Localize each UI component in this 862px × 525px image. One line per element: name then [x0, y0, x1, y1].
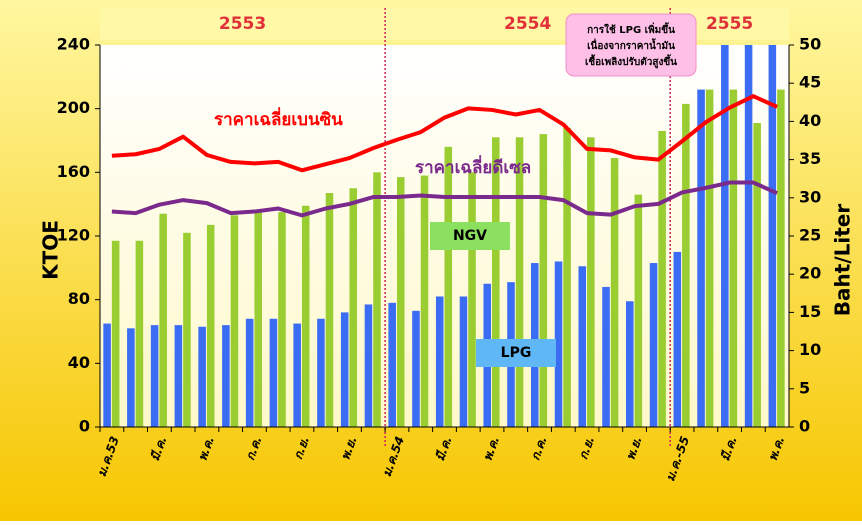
bar	[222, 325, 230, 427]
bar	[649, 263, 658, 427]
bar	[515, 137, 524, 427]
y-tick-label: 200	[57, 98, 90, 117]
y-tick-label: 240	[57, 35, 90, 54]
bar	[539, 134, 548, 427]
bar	[444, 146, 453, 427]
bar	[325, 193, 334, 427]
bar	[245, 318, 254, 427]
bar	[174, 325, 183, 427]
bar	[578, 266, 587, 427]
year-label: 2553	[219, 14, 266, 34]
bar	[563, 127, 571, 427]
y-tick-label: 120	[57, 226, 90, 245]
bar	[340, 312, 349, 427]
y2-tick-label: 15	[799, 302, 821, 321]
bar	[744, 45, 753, 427]
bar	[396, 177, 405, 427]
bar	[254, 212, 262, 427]
bar	[492, 137, 500, 427]
y-tick-label: 160	[57, 162, 90, 181]
bar	[317, 318, 325, 427]
bar	[278, 212, 286, 427]
line	[111, 180, 778, 218]
y2-tick-label: 40	[799, 111, 821, 130]
bars	[103, 45, 785, 427]
bar	[301, 205, 310, 427]
annotation-text: เชื้อเพลิงปรับตัวสูงขึ้น	[585, 54, 677, 69]
y-tick-label: 0	[79, 417, 90, 436]
bar	[206, 224, 215, 427]
y-tick-label: 80	[68, 289, 90, 308]
series-label: LPG	[501, 345, 532, 361]
y2-tick-label: 30	[799, 187, 821, 206]
bar	[412, 310, 420, 427]
bar	[587, 137, 595, 427]
y2-tick-label: 0	[799, 417, 810, 436]
bar	[697, 89, 705, 427]
bar	[673, 251, 682, 427]
bar	[705, 89, 714, 427]
bar	[135, 240, 144, 427]
bar	[127, 328, 135, 427]
y2-tick-label: 45	[799, 73, 821, 92]
bar	[721, 45, 729, 427]
bar	[753, 122, 761, 427]
bar	[658, 130, 666, 427]
bar	[159, 213, 167, 427]
bar	[626, 301, 634, 427]
series-label: ราคาเฉลี่ยดีเซล	[415, 155, 531, 178]
y-tick-label: 40	[68, 353, 90, 372]
year-label: 2554	[504, 14, 551, 34]
series-label: ราคาเฉลี่ยเบนซิน	[214, 107, 343, 130]
bar	[420, 175, 429, 427]
bar	[602, 286, 610, 427]
bar	[682, 103, 690, 427]
annotation-box	[565, 13, 697, 77]
bar	[364, 304, 373, 427]
y2-tick-label: 20	[799, 264, 821, 283]
line	[111, 94, 778, 173]
bar	[293, 323, 301, 427]
annotation-text: การใช้ LPG เพิ่มขึ้น	[587, 22, 675, 36]
y2-axis-title: Baht/Liter	[831, 204, 855, 317]
y2-tick-label: 10	[799, 340, 821, 359]
bar	[269, 318, 278, 427]
bar	[183, 232, 191, 427]
bar	[150, 325, 159, 427]
y2-tick-label: 5	[799, 378, 810, 397]
bar	[768, 45, 777, 427]
bar	[634, 194, 643, 427]
series-label-box	[430, 222, 510, 250]
y-axis-title: KTOE	[39, 220, 63, 280]
series-label: NGV	[453, 228, 487, 244]
bar	[468, 172, 476, 427]
y2-tick-label: 50	[799, 35, 821, 54]
bar	[230, 215, 239, 427]
y2-tick-label: 25	[799, 226, 821, 245]
bar	[373, 172, 381, 427]
y2-tick-label: 35	[799, 149, 821, 168]
bar	[554, 261, 563, 427]
bar	[729, 89, 738, 427]
bar	[610, 158, 619, 427]
bar	[103, 323, 111, 427]
series-label-box	[476, 339, 556, 367]
bar	[388, 302, 396, 427]
bar	[349, 188, 358, 427]
bar	[459, 296, 468, 427]
bar	[435, 296, 444, 427]
annotation-text: เนื่องจากราคาน้ำมัน	[587, 38, 675, 52]
bar	[198, 326, 206, 427]
year-label: 2555	[706, 14, 753, 34]
bar	[777, 89, 785, 427]
bar	[111, 240, 120, 427]
